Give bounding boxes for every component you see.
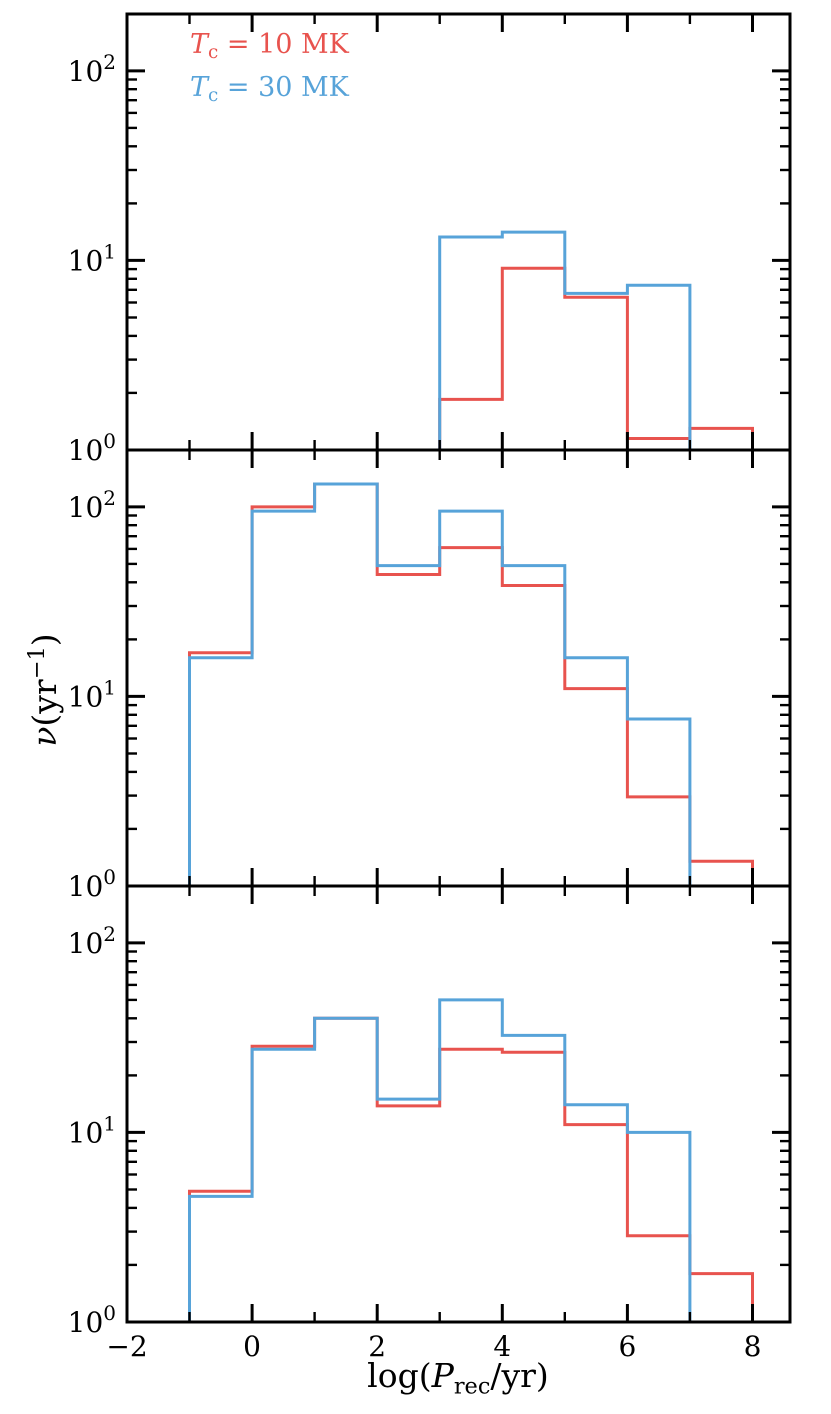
x-tick-label: −2 (106, 1330, 147, 1363)
y-axis-exponent: −1 (23, 646, 50, 680)
y-tick-label: 100 (68, 429, 116, 467)
y-tick-label: 102 (68, 486, 116, 524)
x-axis-symbol-sub: rec (453, 1373, 491, 1400)
panel-bottom: 100 101 102 −2 0 2 4 6 8 (68, 884, 792, 1363)
series-step-top-0 (438, 266, 754, 450)
legend-symbol: T (190, 29, 209, 60)
y-tick-label: 100 (68, 1301, 116, 1339)
panel-top: 100 101 102 (68, 12, 792, 467)
legend-text: = 10 MK (218, 29, 349, 60)
series-step-middle-1 (188, 482, 692, 886)
series-step-bottom-0 (188, 1016, 754, 1322)
series-step-bottom-1 (188, 998, 692, 1322)
legend-text: = 30 MK (218, 72, 349, 104)
x-tick-label: 8 (744, 1330, 762, 1363)
y-axis-unit: (yr (25, 679, 65, 727)
x-axis-symbol: P (431, 1356, 454, 1395)
x-axis-suffix: /yr) (490, 1356, 549, 1395)
series-step-top-1 (438, 230, 692, 450)
y-tick-label: 101 (68, 675, 116, 713)
y-axis-symbol: ν (25, 726, 65, 747)
x-tick-label: 2 (368, 1330, 386, 1363)
x-tick-label: 0 (243, 1330, 261, 1363)
x-tick-label: 4 (493, 1330, 511, 1363)
panel-middle: 100 101 102 (68, 448, 792, 903)
legend-symbol: T (190, 72, 209, 104)
y-axis-unit-close: ) (25, 633, 65, 647)
series-step-middle-0 (188, 482, 754, 886)
x-axis-label: log(Prec/yr) (367, 1356, 549, 1399)
y-tick-label: 101 (68, 239, 116, 277)
legend-entry-tc10: Tc = 10 MK (190, 28, 349, 69)
x-tick-label: 6 (618, 1330, 636, 1363)
legend: Tc = 10 MK Tc = 30 MK (190, 28, 349, 114)
y-tick-label: 100 (68, 865, 116, 903)
legend-entry-tc30: Tc = 30 MK (190, 71, 349, 112)
axis-frame (125, 884, 792, 1324)
x-axis-prefix: log( (367, 1356, 432, 1395)
y-axis-label: ν(yr−1) (24, 633, 64, 746)
legend-symbol-sub: c (208, 42, 219, 64)
y-tick-label: 102 (68, 922, 116, 960)
y-tick-label: 102 (68, 50, 116, 88)
y-tick-label: 101 (68, 1111, 116, 1149)
legend-symbol-sub: c (208, 85, 219, 107)
